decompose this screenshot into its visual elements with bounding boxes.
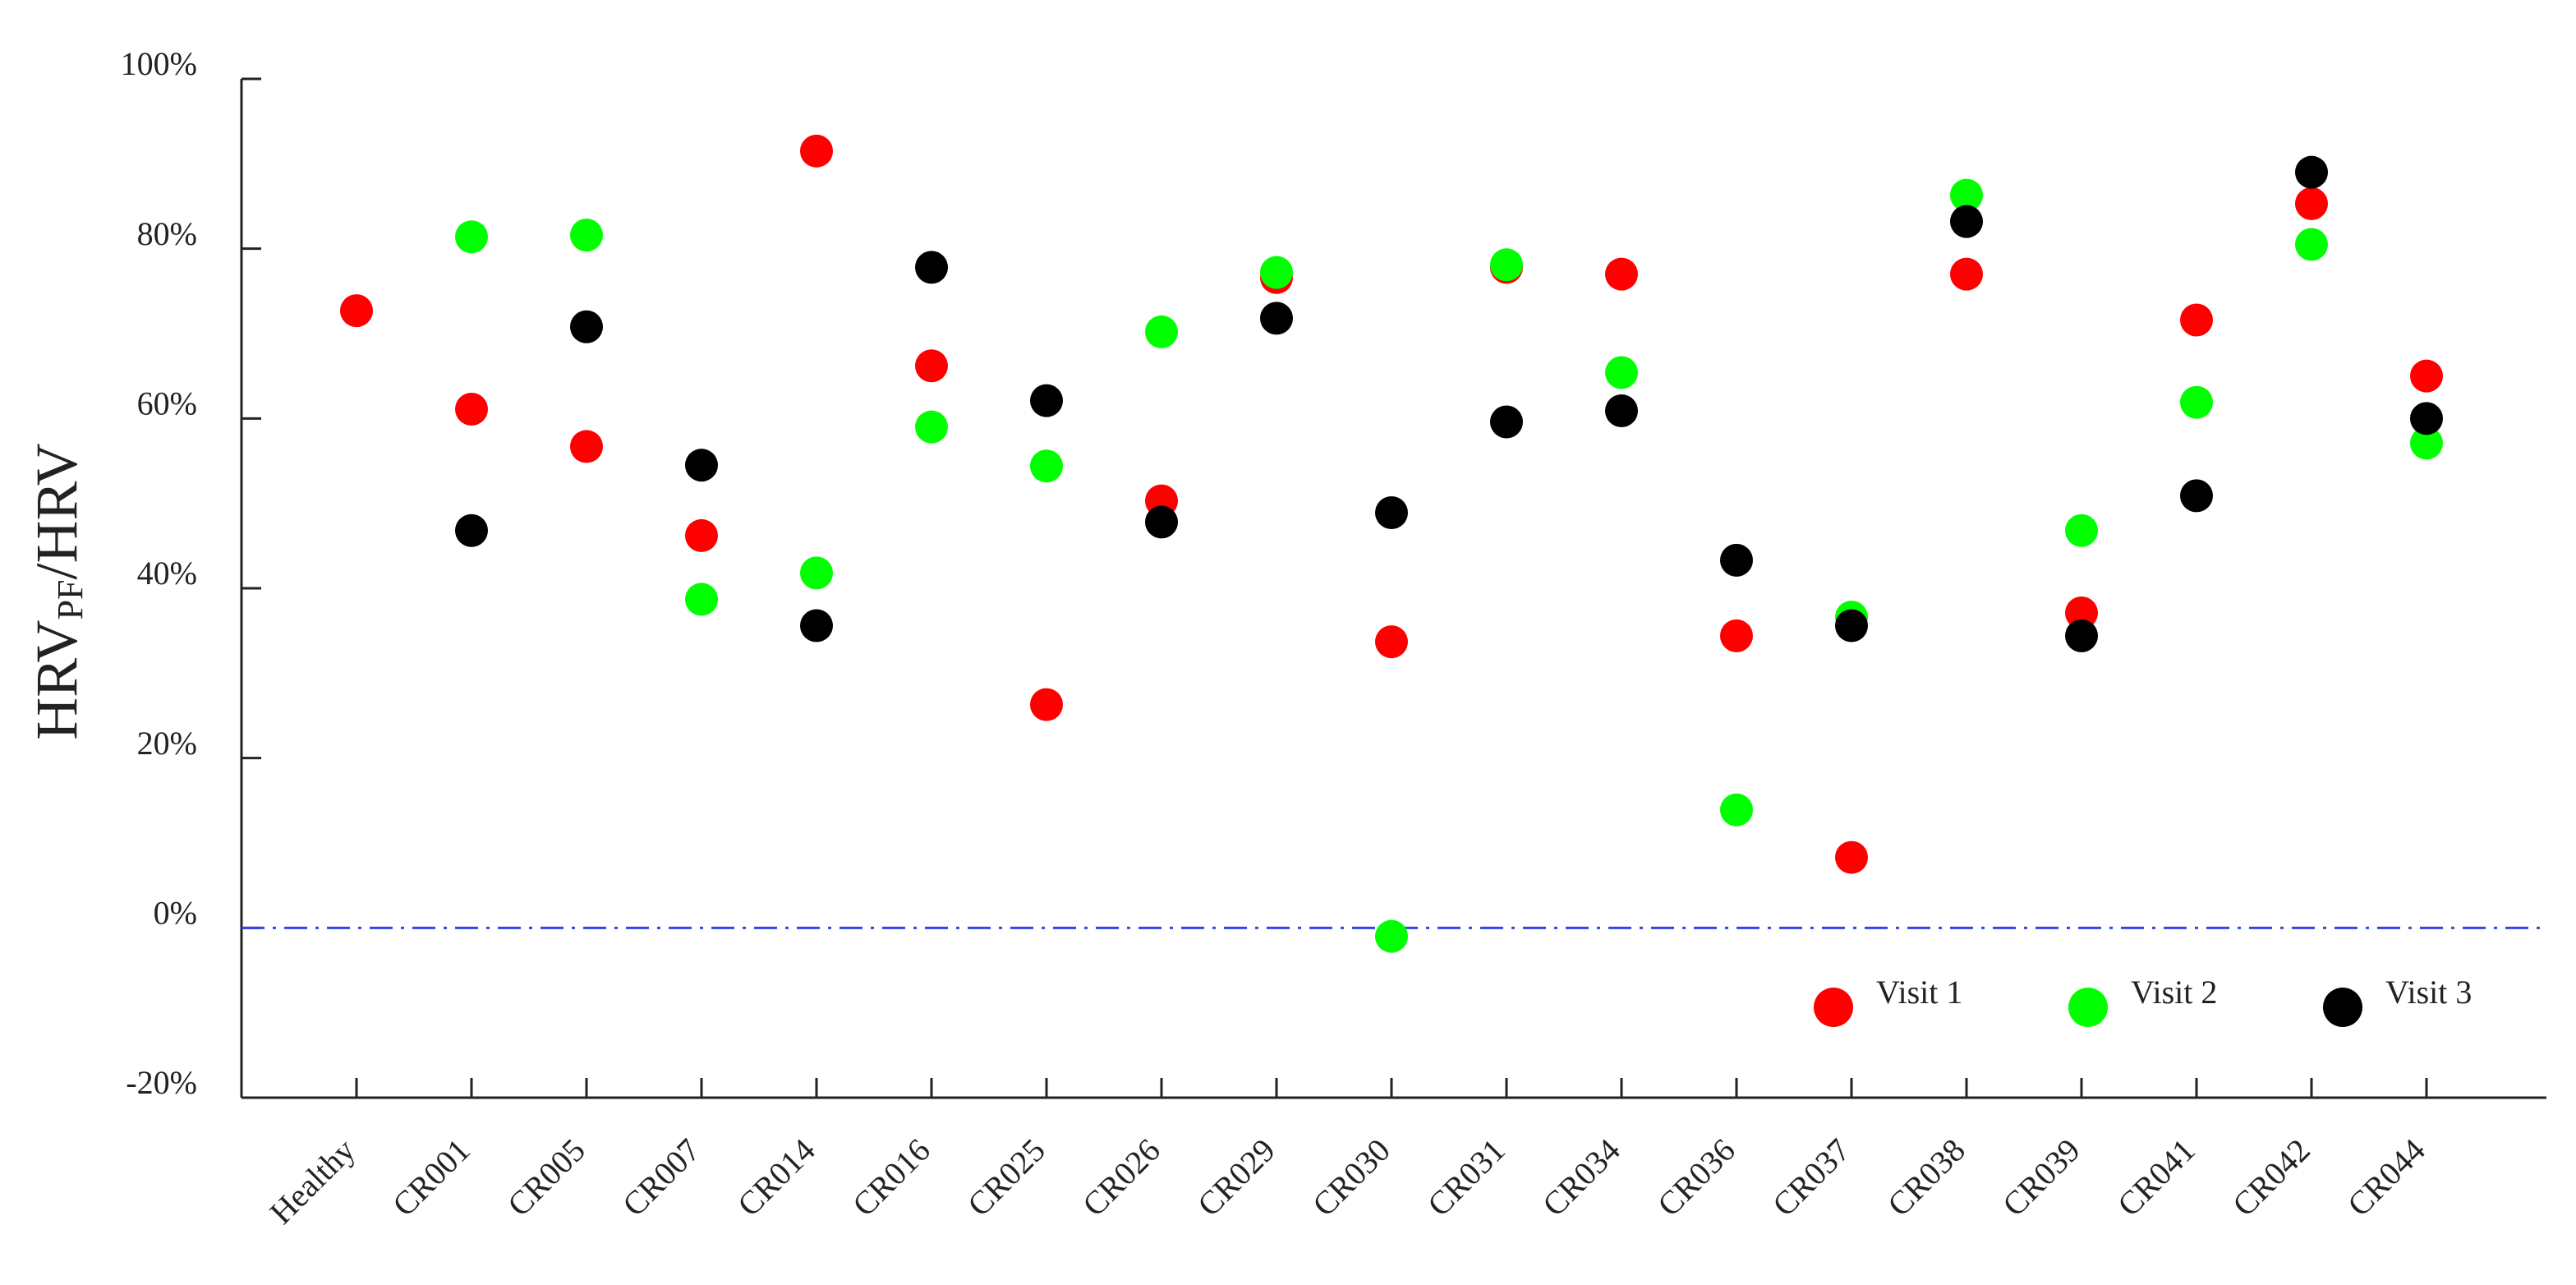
dot: [2180, 385, 2213, 419]
x-tick-label: CR042: [2225, 1131, 2317, 1223]
dot: [2295, 187, 2328, 220]
dot: [1030, 688, 1063, 721]
dot: [685, 518, 718, 552]
dot: [2410, 359, 2443, 393]
x-tick-label: CR001: [385, 1131, 477, 1223]
dot: [1950, 257, 1983, 291]
x-tick-label: CR044: [2340, 1131, 2432, 1223]
dot: [1145, 315, 1178, 348]
dot: [1605, 356, 1638, 389]
legend-label: Visit 2: [2131, 974, 2217, 1011]
x-tick-label: CR038: [1880, 1131, 1972, 1223]
dot: [1490, 248, 1523, 282]
dot: [800, 134, 833, 168]
x-tick-label: CR030: [1305, 1131, 1397, 1223]
dot: [2410, 426, 2443, 460]
y-label-main: HRV: [24, 619, 90, 739]
y-axis-label: HRVPF/HRV: [24, 443, 91, 739]
dot: [1375, 496, 1408, 530]
dot: [570, 310, 603, 343]
x-tick-label: CR034: [1535, 1131, 1627, 1223]
x-tick-label: CR039: [1995, 1131, 2087, 1223]
x-tick-label: CR036: [1650, 1131, 1742, 1223]
x-tick-label: Healthy: [262, 1131, 361, 1231]
dot: [1720, 619, 1753, 652]
dot: [570, 430, 603, 463]
y-tick-label: 60%: [137, 385, 197, 422]
y-tick-label: 40%: [137, 555, 197, 592]
x-tick-label: CR016: [845, 1131, 937, 1223]
dot: [1720, 543, 1753, 577]
dot: [2180, 479, 2213, 513]
dot: [1950, 205, 1983, 238]
dot: [1375, 625, 1408, 659]
x-tick-label: CR007: [615, 1131, 707, 1223]
dot: [570, 219, 603, 252]
y-label-sub: PF: [50, 580, 90, 620]
dot: [1145, 505, 1178, 539]
legend-label: Visit 1: [1876, 974, 1962, 1011]
dot: [915, 349, 948, 383]
y-tick-label: 100%: [121, 45, 197, 82]
x-tick-label: CR026: [1075, 1131, 1167, 1223]
dot: [455, 514, 488, 547]
y-tick-label: -20%: [126, 1064, 197, 1101]
dot: [800, 556, 833, 590]
dot: [340, 294, 373, 328]
dot: [800, 609, 833, 642]
x-tick-label: CR005: [500, 1131, 592, 1223]
dot: [2295, 228, 2328, 261]
dot: [1030, 384, 1063, 417]
dot: [2065, 596, 2098, 629]
dot: [2065, 514, 2098, 547]
dot: [685, 583, 718, 616]
dot: [1605, 394, 1638, 428]
dot: [915, 251, 948, 284]
x-tick-label: CR025: [960, 1131, 1052, 1223]
dot: [1720, 793, 1753, 827]
x-tick-label: CR031: [1420, 1131, 1512, 1223]
dot: [1835, 841, 1868, 874]
dot: [1490, 405, 1523, 439]
legend-marker: [2323, 988, 2362, 1027]
x-tick-label: CR029: [1190, 1131, 1282, 1223]
x-tick-label: CR041: [2110, 1131, 2202, 1223]
dot: [455, 220, 488, 254]
y-tick-label: 20%: [137, 725, 197, 762]
dot: [685, 449, 718, 482]
x-tick-label: CR014: [730, 1131, 822, 1223]
legend-label: Visit 3: [2385, 974, 2472, 1011]
dot: [1260, 256, 1293, 289]
dot: [1835, 609, 1868, 642]
x-tick-label: CR037: [1765, 1131, 1857, 1223]
y-tick-label: 80%: [137, 215, 197, 252]
dot: [455, 392, 488, 426]
y-tick-label: 0%: [154, 895, 197, 932]
dot: [1605, 257, 1638, 291]
dot: [2410, 402, 2443, 435]
legend-marker: [2068, 988, 2108, 1027]
dot: [1260, 302, 1293, 335]
dot: [1375, 919, 1408, 953]
dot: [2295, 155, 2328, 189]
dot: [1950, 178, 1983, 212]
dot: [915, 410, 948, 444]
y-label-rest: /HRV: [24, 443, 90, 579]
legend-marker: [1814, 988, 1853, 1027]
dot: [2180, 303, 2213, 337]
dot: [1030, 449, 1063, 483]
dot: [2065, 619, 2098, 652]
